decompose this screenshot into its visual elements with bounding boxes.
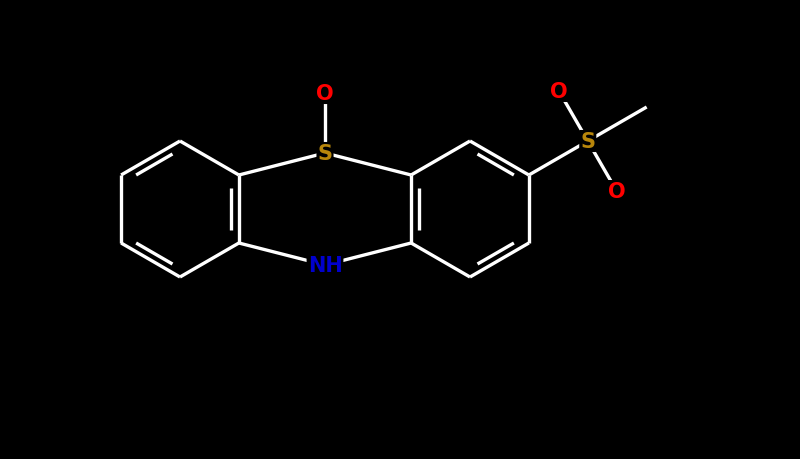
Text: O: O [550,82,568,102]
Text: O: O [608,182,626,202]
Text: S: S [318,144,333,164]
Text: O: O [316,84,334,104]
Text: S: S [580,132,595,151]
Text: NH: NH [308,256,342,275]
